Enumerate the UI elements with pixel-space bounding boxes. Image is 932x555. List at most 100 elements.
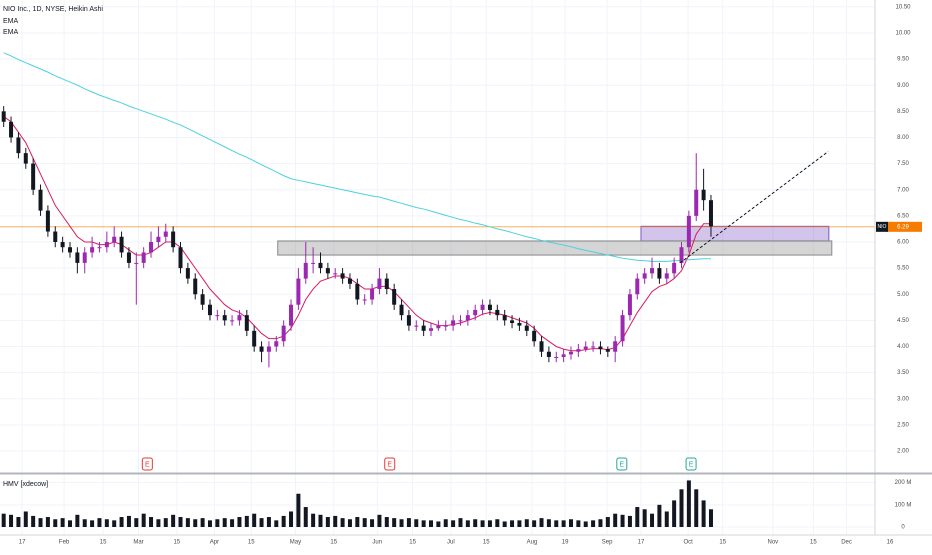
- volume-bar: [451, 520, 456, 527]
- x-tick-label: Aug: [527, 540, 538, 546]
- y-tick-label: 8.00: [897, 135, 909, 141]
- y-tick-label: 4.50: [897, 318, 909, 324]
- volume-bar: [45, 517, 50, 527]
- candle-body: [605, 349, 610, 352]
- volume-bar: [510, 520, 515, 527]
- y-tick-label: 10.00: [895, 31, 911, 37]
- candle-body: [561, 354, 566, 357]
- candle-body: [31, 163, 36, 190]
- price-label-bg: [886, 221, 922, 232]
- volume-bar: [296, 493, 301, 527]
- volume-bar: [539, 518, 544, 527]
- volume-bar: [480, 520, 485, 527]
- trend-line: [679, 151, 829, 264]
- volume-bar: [252, 513, 257, 527]
- volume-bar: [230, 519, 235, 527]
- earnings-label: E: [145, 461, 150, 468]
- grid: [0, 0, 875, 535]
- candle-body: [347, 278, 352, 284]
- candle-body: [171, 231, 176, 248]
- y-tick-label: 9.00: [897, 83, 909, 89]
- volume-bar: [532, 520, 537, 527]
- x-tick-label: 19: [562, 540, 569, 546]
- volume-bar: [429, 520, 434, 527]
- volume-bar: [82, 519, 87, 527]
- volume-bar: [16, 517, 21, 527]
- volume-bar: [414, 519, 419, 527]
- candle-body: [9, 121, 14, 138]
- volume-bar: [200, 518, 205, 527]
- volume-bar: [598, 519, 603, 527]
- volume-bar: [156, 519, 161, 527]
- candle-body: [266, 346, 271, 352]
- candle-body: [451, 320, 456, 326]
- volume-bar: [635, 507, 640, 527]
- volume-bar: [126, 515, 131, 527]
- volume-bar: [178, 517, 183, 527]
- volume-bar: [355, 517, 360, 527]
- volume-bar: [627, 515, 632, 527]
- volume-bar: [458, 518, 463, 527]
- earnings-marker: [616, 457, 628, 471]
- y-tick-label: 10.50: [895, 4, 911, 10]
- y-tick-label: 2.50: [897, 422, 909, 428]
- candle-body: [583, 346, 588, 350]
- candle-body: [38, 189, 43, 211]
- volume-bar: [465, 520, 470, 527]
- candle-body: [178, 247, 183, 269]
- candle-body: [370, 289, 375, 300]
- candle-body: [60, 241, 65, 248]
- candle-body: [539, 341, 544, 352]
- candle-body: [82, 252, 87, 263]
- y-tick-label: 7.50: [897, 161, 909, 167]
- candle-body: [119, 236, 124, 253]
- candle-body: [664, 273, 669, 279]
- volume-bar: [642, 509, 647, 527]
- candle-body: [517, 322, 522, 326]
- volume-bar: [657, 504, 662, 527]
- candle-body: [141, 252, 146, 263]
- volume-bar: [568, 519, 573, 527]
- symbol-label: NIO: [878, 224, 887, 230]
- candle-body: [480, 304, 485, 310]
- x-tick-label: 15: [810, 540, 817, 546]
- ema-line: [3, 52, 711, 262]
- x-tick-label: 15: [100, 540, 107, 546]
- candle-body: [296, 278, 301, 305]
- candle-body: [149, 241, 154, 253]
- candle-body: [495, 309, 500, 316]
- volume-bar: [303, 507, 308, 527]
- volume-bar: [90, 520, 95, 527]
- candle-body: [185, 268, 190, 279]
- candle-body: [90, 247, 95, 253]
- price-scale-bg: [875, 0, 932, 550]
- candle-body: [642, 273, 647, 279]
- x-tick-label: 17: [638, 540, 645, 546]
- candle-body: [436, 325, 441, 329]
- candle-body: [701, 189, 706, 201]
- volume-bar: [495, 519, 500, 527]
- candle-body: [163, 231, 168, 237]
- volume-bar: [399, 519, 404, 527]
- volume-bar: [67, 520, 72, 527]
- candle-body: [200, 294, 205, 305]
- candle-body: [97, 247, 102, 249]
- x-tick-label: 17: [19, 540, 26, 546]
- candle-body: [465, 315, 470, 321]
- volume-bar: [487, 520, 492, 527]
- volume-bar: [222, 518, 227, 527]
- y-tick-label: 7.00: [897, 187, 909, 193]
- volume-bar: [97, 518, 102, 527]
- candle-body: [591, 346, 596, 348]
- price-label: 6.29: [897, 224, 909, 230]
- candle-body: [274, 341, 279, 347]
- volume-tick-label: 0: [901, 525, 905, 531]
- candle-body: [635, 278, 640, 295]
- candle-body: [510, 320, 515, 323]
- volume-bar: [613, 513, 618, 527]
- earnings-label: E: [387, 461, 392, 468]
- candle-body: [421, 325, 426, 331]
- volume-bar: [281, 515, 286, 527]
- volume-bar: [421, 520, 426, 527]
